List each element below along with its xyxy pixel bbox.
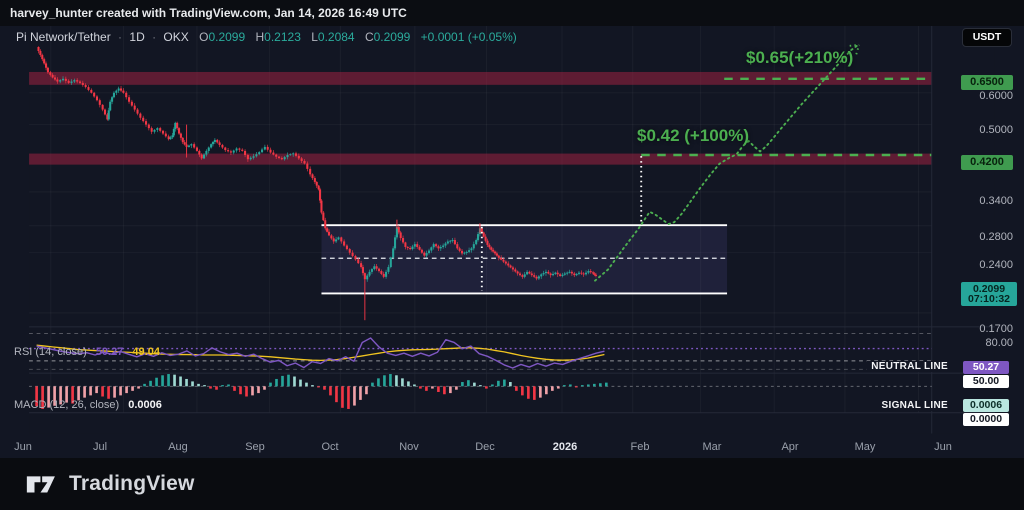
rsi-level-badge: 50.00 <box>963 375 1009 388</box>
time-axis-label-Aug[interactable]: Aug <box>168 441 188 453</box>
time-axis-label-Jun[interactable]: Jun <box>934 441 952 453</box>
exchange-label: OKX <box>163 30 189 44</box>
price-tick-80[interactable]: 80.00 <box>985 337 1013 349</box>
price-level-badge-0.6500[interactable]: 0.6500 <box>961 74 1013 90</box>
candlesticks <box>37 46 597 321</box>
tradingview-footer: TradingView <box>0 458 1024 510</box>
macd-signal-badge: 0.0006 <box>963 399 1009 412</box>
change-value: +0.0001 (+0.05%) <box>420 30 517 44</box>
rsi-label: RSI (14, close) <box>14 346 87 358</box>
open-value: 0.2099 <box>208 30 246 44</box>
time-axis-label-May[interactable]: May <box>854 441 876 453</box>
rsi-value-badge: 50.27 <box>963 361 1009 374</box>
time-axis-label-Nov[interactable]: Nov <box>399 441 419 453</box>
low-label: L <box>311 30 318 44</box>
countdown-timer: 07:10:32 <box>967 293 1011 305</box>
resistance-zones <box>29 71 932 165</box>
rsi-ma-value: 49.04 <box>132 346 160 358</box>
macd-value: 0.0006 <box>128 399 162 411</box>
projection-path <box>594 43 861 282</box>
target-lines <box>641 77 932 157</box>
attribution-text: harvey_hunter created with TradingView.c… <box>10 6 407 20</box>
price-tick-0.2400[interactable]: 0.2400 <box>979 259 1013 272</box>
signal-line-label: SIGNAL LINE <box>877 400 952 411</box>
price-tick-0.6000[interactable]: 0.6000 <box>979 89 1013 102</box>
target-annotation-065: $0.65(+210%) <box>746 48 854 67</box>
chart-background <box>29 26 995 434</box>
macd-legend[interactable]: MACD (12, 26, close) 0.0006 <box>14 399 162 411</box>
tradingview-wordmark: TradingView <box>69 472 195 495</box>
measurement-lines <box>480 156 643 292</box>
symbol-title[interactable]: Pi Network/Tether <box>16 30 111 44</box>
time-axis-label-Apr[interactable]: Apr <box>781 441 799 453</box>
price-tick-0.2800[interactable]: 0.2800 <box>979 230 1013 243</box>
time-axis-label-Feb[interactable]: Feb <box>630 441 650 453</box>
price-tick-0.1700[interactable]: 0.1700 <box>979 323 1013 336</box>
symbol-legend[interactable]: Pi Network/Tether · 1D · OKX O0.2099 H0.… <box>16 30 517 44</box>
price-chart-canvas[interactable] <box>0 26 1024 458</box>
separator-dot: · <box>152 30 157 44</box>
high-label: H <box>255 30 265 44</box>
time-axis-label-Jul[interactable]: Jul <box>92 441 108 453</box>
neutral-line-label: NEUTRAL LINE <box>867 361 952 372</box>
attribution-bar: harvey_hunter created with TradingView.c… <box>0 0 1024 26</box>
time-axis-label-Dec[interactable]: Dec <box>475 441 495 453</box>
currency-button[interactable]: USDT <box>962 28 1012 47</box>
open-label: O <box>199 30 209 44</box>
high-value: 0.2123 <box>264 30 301 44</box>
consolidation-box <box>321 224 728 295</box>
close-value: 0.2099 <box>373 30 411 44</box>
time-axis-label-2026[interactable]: 2026 <box>552 441 578 453</box>
current-price-value: 0.2099 <box>972 283 1006 295</box>
rsi-legend[interactable]: RSI (14, close) 50.27 49.04 <box>14 346 160 358</box>
macd-label: MACD (12, 26, close) <box>14 399 120 411</box>
close-label: C <box>364 30 374 44</box>
rsi-pane <box>29 333 932 370</box>
price-tick-0.3400[interactable]: 0.3400 <box>979 194 1013 207</box>
tradingview-logo-icon <box>26 476 55 493</box>
pane-separators <box>29 26 995 434</box>
separator-dot: · <box>118 30 123 44</box>
interval-label[interactable]: 1D <box>129 30 145 44</box>
target-annotation-042: $0.42 (+100%) <box>637 126 749 145</box>
low-value: 0.2084 <box>317 30 355 44</box>
price-tick-0.5000[interactable]: 0.5000 <box>979 123 1013 136</box>
time-axis-label-Sep[interactable]: Sep <box>245 441 265 453</box>
grid-lines <box>29 26 932 413</box>
price-level-badge-0.4200[interactable]: 0.4200 <box>961 155 1013 171</box>
time-axis-label-Mar[interactable]: Mar <box>702 441 722 453</box>
rsi-value: 50.27 <box>95 346 124 358</box>
macd-pane <box>29 374 932 409</box>
current-price-badge[interactable]: 0.2099 07:10:32 <box>961 282 1017 306</box>
time-axis-label-Oct[interactable]: Oct <box>321 441 339 453</box>
time-axis-label-Jun[interactable]: Jun <box>14 441 32 453</box>
macd-zero-badge: 0.0000 <box>963 413 1009 426</box>
